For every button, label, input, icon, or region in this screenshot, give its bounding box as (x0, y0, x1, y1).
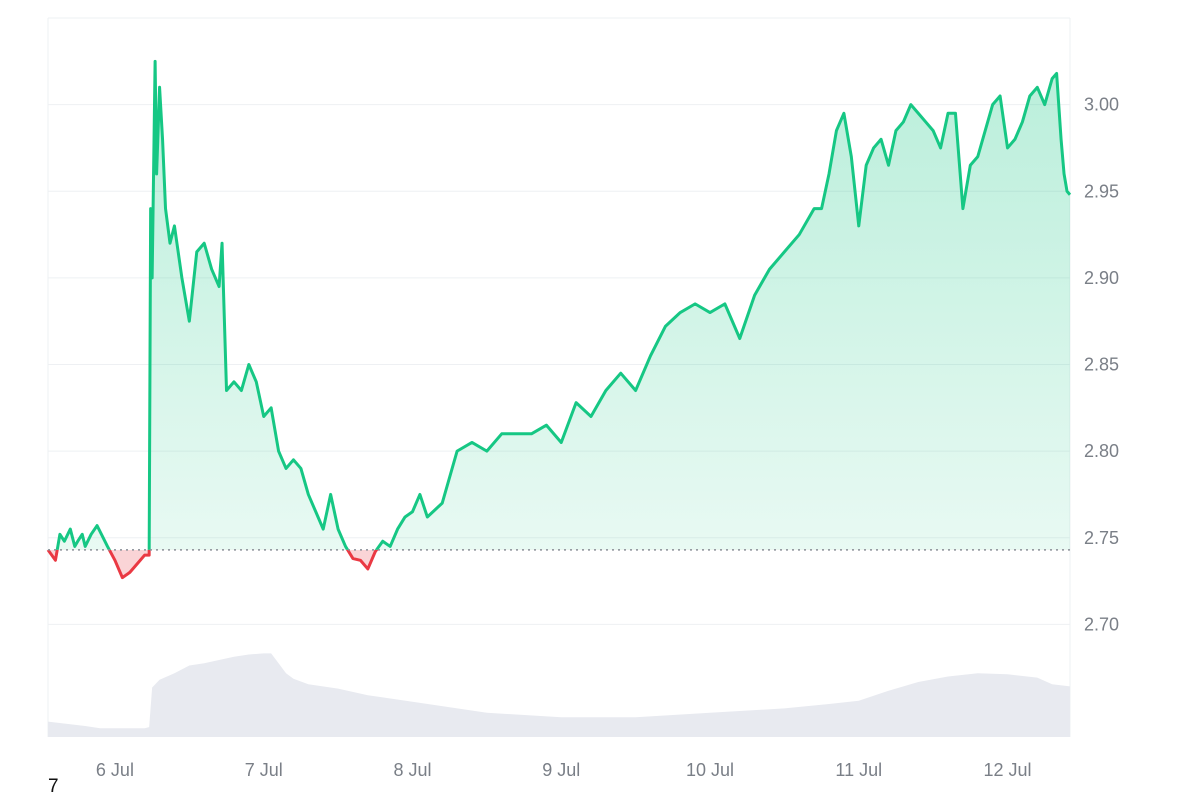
x-tick-label: 10 Jul (686, 760, 734, 780)
y-tick-label: 2.75 (1084, 528, 1119, 548)
price-line-up (48, 59, 1072, 550)
y-axis: 2.70 2.75 2.80 2.85 2.90 2.95 3.00 (1084, 95, 1119, 635)
x-tick-label: 7 Jul (245, 760, 283, 780)
y-tick-label: 3.00 (1084, 95, 1119, 115)
volume-shape (48, 653, 1070, 737)
volume-area (48, 653, 1070, 737)
price-area-up (57, 61, 1070, 550)
y-tick-label: 2.90 (1084, 268, 1119, 288)
x-tick-label: 11 Jul (835, 760, 882, 780)
y-tick-label: 2.95 (1084, 181, 1119, 201)
x-tick-label: 8 Jul (393, 760, 431, 780)
x-tick-label: 12 Jul (983, 760, 1031, 780)
x-axis: 6 Jul 7 Jul 8 Jul 9 Jul 10 Jul 11 Jul 12 Jul (96, 760, 1032, 780)
corner-label: 7 (48, 776, 59, 797)
price-area (48, 61, 1070, 578)
x-tick-label: 9 Jul (542, 760, 580, 780)
y-tick-label: 2.70 (1084, 614, 1119, 634)
price-line (46, 59, 1072, 580)
y-tick-label: 2.85 (1084, 355, 1119, 375)
x-tick-label: 6 Jul (96, 760, 134, 780)
y-tick-label: 2.80 (1084, 441, 1119, 461)
